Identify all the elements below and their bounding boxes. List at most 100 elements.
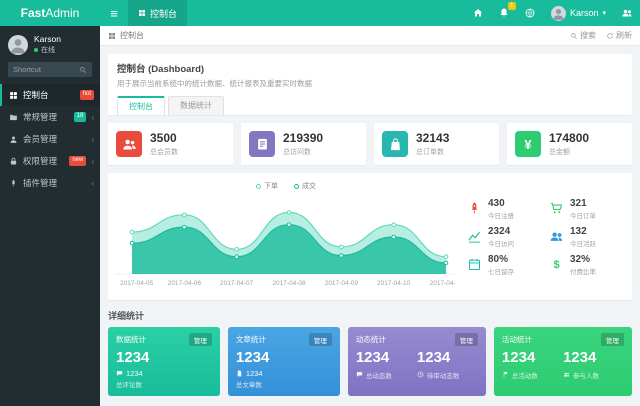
chart-legend: 下单 成交 [116, 180, 456, 192]
manage-button[interactable]: 管理 [188, 333, 212, 346]
members-button[interactable] [614, 0, 640, 26]
detail-cards-row: 数据统计 管理 1234 1234 总评论数 文章统计 管理 1234 [108, 327, 632, 397]
mini-stat-visits: 2324 今日访问 [466, 226, 542, 248]
svg-text:2017-04-05: 2017-04-05 [120, 280, 154, 287]
breadcrumb: 控制台 [120, 31, 144, 40]
card-activity-stats: 活动统计 管理 1234 总活动数 1234 [493, 327, 632, 397]
language-button[interactable] [517, 0, 543, 26]
search-icon [80, 66, 86, 73]
users-icon [563, 372, 570, 377]
users-icon [622, 9, 632, 17]
legend-dot-icon [256, 183, 261, 189]
folder-icon [10, 114, 17, 120]
shopping-bag-icon [382, 131, 408, 157]
calendar-icon [466, 256, 483, 273]
chevron-down-icon: ▾ [602, 10, 606, 17]
notifications-button[interactable]: 1 [491, 0, 517, 26]
shortcut-label: Shortcut [13, 65, 41, 75]
sidebar-menu: 控制台 hot 常规管理 18 ‹ 会员管理 ‹ 权限管理 new ‹ [0, 84, 100, 194]
legend-item-orders[interactable]: 下单 [256, 181, 278, 191]
card-feed-stats: 动态统计 管理 1234 总动态数 1234 [347, 327, 486, 397]
clock-icon [417, 371, 424, 378]
flag-icon [503, 371, 508, 378]
mini-stats-grid: 430 今日注册 321 今日订单 2324 今日访问 [456, 180, 624, 293]
online-dot-icon [34, 48, 38, 53]
yen-icon: ¥ [515, 131, 541, 157]
home-icon [473, 9, 482, 17]
hot-badge: hot [79, 90, 94, 100]
sidebar-item-members[interactable]: 会员管理 ‹ [0, 128, 100, 150]
comment-icon [116, 371, 123, 377]
chart-panel: 下单 成交 2017-04-05 2017-04-06 2017-04-07 2017… [108, 173, 632, 300]
app-logo[interactable]: Fast Admin [20, 6, 80, 20]
mini-stat-active: 132 今日活跃 [548, 226, 624, 248]
stat-card-amount: ¥ 174800 总金额 [507, 123, 632, 165]
tab-dashboard[interactable]: 控制台 [117, 96, 165, 115]
person-icon [553, 8, 564, 20]
count-badge: 18 [73, 112, 87, 122]
refresh-button[interactable]: 刷新 [606, 30, 632, 41]
dashboard-content: 控制台 (Dashboard) 用于展示当前系统中的统计数据、统计报表及重要实时… [100, 46, 640, 404]
home-button[interactable] [465, 0, 491, 26]
comment-icon [356, 372, 362, 378]
tab-data-stats[interactable]: 数据统计 [168, 96, 224, 115]
legend-item-deals[interactable]: 成交 [294, 181, 316, 191]
navbar-tab-dashboard[interactable]: 控制台 [128, 0, 188, 26]
card-data-stats: 数据统计 管理 1234 1234 总评论数 [108, 327, 220, 397]
manage-button[interactable]: 管理 [308, 333, 332, 346]
sidebar-item-dashboard[interactable]: 控制台 hot [0, 84, 100, 107]
svg-text:2017-04-08: 2017-04-08 [272, 280, 306, 287]
user-icon [10, 136, 17, 143]
chevron-left-icon: ‹ [91, 156, 94, 166]
person-icon [11, 38, 25, 53]
mini-stat-registrations: 430 今日注册 [466, 198, 542, 220]
svg-text:2017-04-06: 2017-04-06 [168, 280, 202, 287]
stats-row: 3500 总会员数 219390 总访问数 32143 总订单数 ¥ 1748 [108, 123, 632, 165]
sidebar-user-name: Karson [34, 34, 61, 44]
dashboard-icon [139, 10, 145, 16]
new-badge: new [69, 156, 87, 166]
lock-icon [10, 157, 17, 165]
refresh-icon [607, 32, 613, 39]
rocket-icon [466, 200, 483, 217]
manage-button[interactable]: 管理 [454, 333, 478, 346]
globe-icon [525, 8, 535, 18]
svg-text:2017-04-07: 2017-04-07 [220, 280, 254, 287]
avatar [8, 34, 28, 55]
sidebar-item-addons[interactable]: 插件管理 ‹ [0, 172, 100, 194]
chevron-left-icon: ‹ [91, 112, 94, 122]
sidebar-shortcut-toggle[interactable]: Shortcut [8, 62, 92, 78]
avatar [550, 5, 566, 21]
dashboard-tabs: 控制台 数据统计 [117, 96, 623, 115]
card-article-stats: 文章统计 管理 1234 1234 总文章数 [227, 327, 340, 397]
top-navbar: Fast Admin ≡ 控制台 1 Karson ▾ [0, 0, 640, 26]
main-area: 控制台 搜索 刷新 控制台 (Dashboard) 用于展示当前系统中的统计数据… [100, 26, 640, 406]
file-icon [237, 370, 242, 377]
user-name: Karson [569, 8, 599, 18]
chevron-left-icon: ‹ [91, 134, 94, 144]
dashboard-icon [109, 32, 115, 39]
stat-card-orders: 32143 总订单数 [374, 123, 499, 165]
intro-panel: 控制台 (Dashboard) 用于展示当前系统中的统计数据、统计报表及重要实时… [108, 54, 632, 115]
sidebar-user-panel[interactable]: Karson 在线 [0, 26, 100, 60]
manage-button[interactable]: 管理 [601, 333, 624, 346]
cart-icon [548, 200, 565, 217]
book-icon [249, 131, 275, 157]
legend-dot-icon [294, 183, 299, 189]
search-button[interactable]: 搜索 [570, 30, 596, 41]
mini-stat-retention: 80% 七日留存 [466, 254, 542, 276]
user-menu[interactable]: Karson ▾ [543, 0, 614, 26]
stat-card-members: 3500 总会员数 [108, 123, 233, 165]
svg-text:2017-04-10: 2017-04-10 [377, 280, 411, 287]
mini-stat-orders: 321 今日订单 [548, 198, 624, 220]
online-status: 在线 [34, 45, 61, 55]
area-chart: 2017-04-05 2017-04-06 2017-04-07 2017-04-08… [116, 210, 456, 287]
mini-stat-paid-ratio: $ 32% 付费比率 [548, 254, 624, 276]
sidebar-item-auth[interactable]: 权限管理 new ‹ [0, 150, 100, 172]
chevron-left-icon: ‹ [91, 178, 94, 188]
sidebar-toggle-button[interactable]: ≡ [100, 0, 128, 26]
sidebar-item-general[interactable]: 常规管理 18 ‹ [0, 106, 100, 128]
notification-badge: 1 [507, 2, 516, 10]
dashboard-icon [10, 91, 17, 99]
